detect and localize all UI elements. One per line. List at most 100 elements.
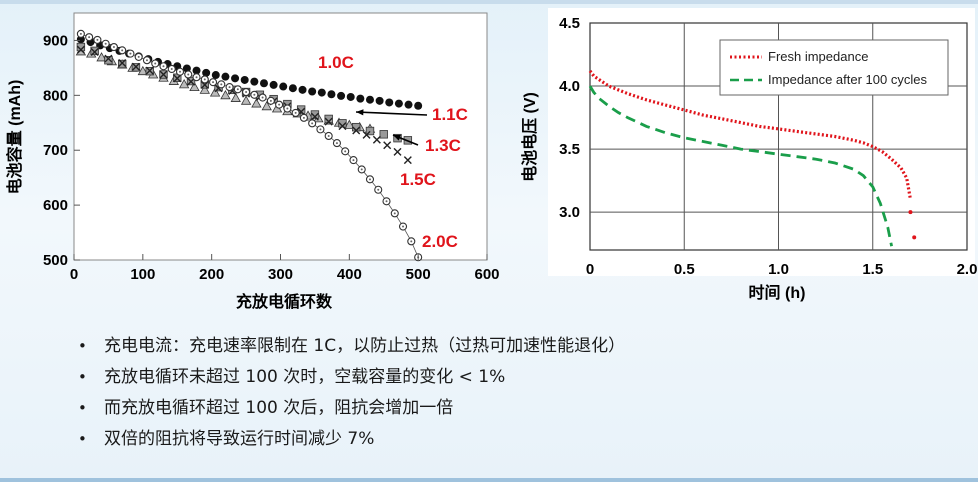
right-x-tick-label: 0 — [586, 261, 594, 278]
right-y-tick-label: 3.0 — [559, 204, 580, 221]
data-point — [365, 126, 375, 136]
data-point — [310, 112, 319, 121]
data-point — [159, 70, 168, 79]
legend-fresh-label: Fresh impedance — [768, 49, 868, 64]
fresh-impedance-curve — [588, 69, 913, 200]
left-x-tick-label: 200 — [199, 266, 224, 283]
data-point — [404, 100, 413, 109]
left-y-tick-label: 600 — [43, 197, 68, 214]
data-point — [145, 66, 154, 75]
data-point — [220, 90, 231, 100]
data-point — [327, 90, 336, 99]
data-point — [338, 119, 347, 128]
data-point — [104, 56, 113, 65]
bullet-list: • 充电电流：充电速率限制在 1C，以防止过热（过热可加速性能退化） • 充放电循环… — [78, 331, 625, 455]
data-point — [362, 130, 371, 139]
data-point — [90, 47, 99, 56]
right-y-tick-label: 4.0 — [559, 78, 580, 95]
data-point — [90, 46, 99, 56]
data-point — [372, 135, 381, 144]
bullet-symbol: • — [78, 430, 87, 448]
bullet-symbol: • — [78, 368, 87, 386]
arrow-1-1C — [355, 109, 428, 116]
data-point — [221, 72, 230, 81]
series-label-1.0C: 1.0C — [318, 53, 354, 72]
left-plot-background — [73, 12, 488, 261]
data-point — [240, 75, 249, 84]
data-point — [337, 91, 346, 100]
left-x-axis-label: 充放电循环数 — [236, 292, 333, 311]
data-point — [365, 95, 374, 104]
bullet-item: • 充放电循环未超过 100 次时，空载容量的变化 < 1% — [78, 362, 625, 393]
data-point — [383, 141, 392, 150]
right-legend: Fresh impedance Impedance after 100 cycl… — [719, 39, 949, 96]
data-point — [178, 79, 190, 89]
bullet-symbol: • — [78, 337, 87, 355]
data-point — [403, 156, 412, 165]
data-point — [251, 98, 262, 108]
data-point — [199, 84, 210, 94]
left-y-tick-label: 500 — [43, 252, 68, 269]
data-point — [250, 77, 259, 86]
series-label-1.5C: 1.5C — [400, 170, 436, 189]
data-point — [414, 101, 423, 110]
left-x-tick-label: 300 — [268, 266, 293, 283]
left-x-tick-label: 500 — [406, 266, 431, 283]
data-point — [96, 52, 107, 62]
data-point — [385, 98, 394, 107]
legend-aged-label: Impedance after 100 cycles — [768, 72, 927, 87]
data-point — [261, 100, 272, 111]
data-point — [173, 74, 182, 83]
data-point — [192, 66, 201, 75]
data-point — [131, 62, 140, 71]
right-y-tick-label: 3.5 — [559, 141, 580, 158]
left-x-tick-label: 100 — [130, 266, 155, 283]
right-y-axis-label: 电池电压 (V) — [520, 92, 539, 182]
bullet-text: 双倍的阻抗将导致运行时间减少 7% — [104, 429, 375, 449]
aged-impedance-curve — [588, 85, 893, 247]
series-2.0C-points — [76, 29, 423, 262]
arrow-1-3C — [392, 134, 419, 146]
bullet-item: • 充电电流：充电速率限制在 1C，以防止过热（过热可加速性能退化） — [78, 331, 625, 362]
left-x-tick-label: 400 — [337, 266, 362, 283]
left-y-tick-label: 900 — [43, 32, 68, 49]
data-point — [394, 99, 403, 108]
series-label-1.1C: 1.1C — [432, 105, 468, 124]
series-label-2.0C: 2.0C — [422, 232, 458, 251]
data-point — [240, 95, 252, 105]
data-point — [324, 114, 333, 124]
bullet-item: • 双倍的阻抗将导致运行时间减少 7% — [78, 424, 625, 455]
top-border — [0, 0, 978, 4]
series-label-1.3C: 1.3C — [425, 136, 461, 155]
bullet-text: 充放电循环未超过 100 次时，空载容量的变化 < 1% — [104, 367, 506, 387]
left-x-tick-label: 600 — [474, 266, 499, 283]
bullet-text: 充电电流：充电速率限制在 1C，以防止过热（过热可加速性能退化） — [104, 336, 626, 356]
data-point — [269, 80, 278, 89]
data-point — [298, 85, 307, 94]
data-point — [202, 68, 211, 77]
right-y-tick-label: 4.5 — [559, 15, 580, 32]
bullet-text: 而充放电循环超过 100 次后，阻抗会增加一倍 — [104, 398, 454, 418]
data-point — [344, 119, 355, 129]
data-point — [104, 54, 113, 63]
right-x-tick-label: 1.5 — [862, 261, 883, 278]
data-point — [118, 58, 127, 67]
data-point — [211, 71, 220, 80]
data-point — [379, 130, 388, 139]
bottom-border — [0, 478, 978, 482]
data-point — [117, 59, 127, 69]
data-point — [259, 79, 268, 88]
left-x-tick-label: 0 — [70, 266, 78, 283]
data-point — [338, 122, 347, 131]
data-point — [356, 94, 365, 103]
data-point — [288, 84, 297, 93]
data-point — [230, 92, 241, 102]
data-point — [346, 92, 355, 101]
data-point — [182, 64, 191, 73]
bullet-symbol: • — [78, 399, 87, 417]
data-point — [310, 110, 320, 119]
left-y-tick-label: 800 — [43, 87, 68, 104]
data-point — [189, 81, 200, 91]
